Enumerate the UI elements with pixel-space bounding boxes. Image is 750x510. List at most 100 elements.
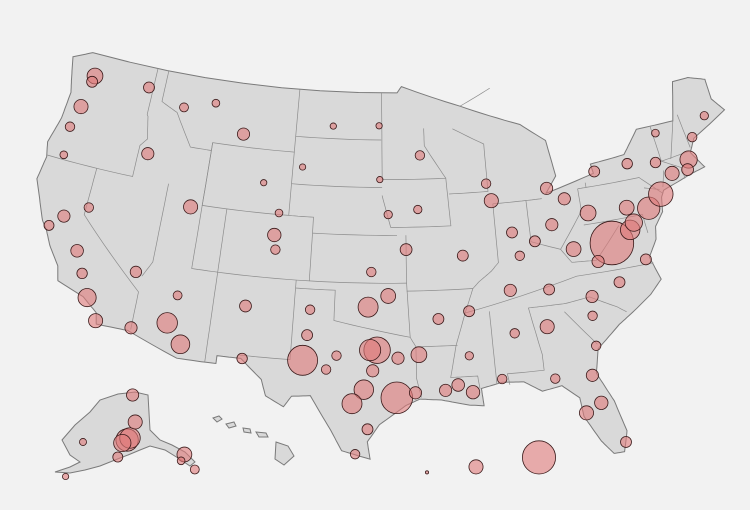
bubble [509, 328, 520, 339]
state-border [309, 280, 407, 284]
state-border [312, 232, 398, 236]
state-border [415, 344, 458, 348]
legend-bubble [468, 459, 484, 475]
bubble [376, 176, 384, 184]
bubble [170, 334, 191, 355]
state-border [564, 311, 598, 345]
bubble [539, 319, 555, 335]
bubble [664, 165, 680, 181]
bubble [267, 227, 282, 243]
bubble [70, 244, 84, 258]
bubble [176, 456, 186, 466]
state-border [295, 135, 382, 141]
bubble [359, 339, 382, 362]
state-border [528, 305, 546, 309]
base-map [36, 52, 726, 460]
bubble [651, 128, 660, 138]
hawaii [212, 415, 295, 466]
bubble [540, 181, 554, 195]
bubble [648, 181, 674, 207]
bubble [432, 313, 445, 325]
state-border [406, 288, 473, 292]
bubble [681, 163, 694, 176]
bubble [189, 464, 200, 475]
state-border [450, 203, 499, 389]
bubble [270, 244, 281, 255]
bubble [301, 329, 313, 341]
bubble [565, 241, 582, 257]
bubble [497, 373, 508, 385]
bubble [585, 289, 599, 304]
bubble [299, 163, 307, 171]
bubble [83, 202, 94, 213]
bubble [129, 265, 142, 278]
state-border [676, 114, 691, 148]
conus-outline [36, 52, 726, 460]
bubble [236, 127, 251, 141]
bubble [77, 288, 97, 308]
bubble [545, 218, 559, 232]
bubble [375, 122, 383, 130]
bubble [620, 436, 632, 448]
bubble [408, 386, 423, 400]
bubble [331, 350, 342, 361]
bubble [127, 414, 143, 430]
bubble [239, 299, 252, 313]
state-border [423, 128, 447, 179]
hawaii-island [225, 421, 237, 429]
bubble [591, 254, 605, 269]
bubble [591, 340, 602, 351]
bubble [613, 276, 626, 289]
bubble [413, 204, 423, 215]
bubble [550, 373, 561, 384]
bubble [465, 385, 481, 400]
bubble [126, 388, 140, 402]
state-border [83, 168, 139, 330]
bubble [112, 451, 124, 463]
state-border [161, 70, 212, 151]
bubble [274, 208, 284, 218]
bubble [143, 81, 155, 94]
bubble [557, 192, 571, 206]
bubble [287, 344, 319, 376]
legend-bubble [425, 470, 429, 475]
bubble [579, 204, 597, 222]
bubble [414, 150, 426, 161]
bubble [543, 283, 555, 296]
bubble [456, 249, 469, 262]
bubble [141, 147, 155, 161]
state-border [381, 92, 452, 228]
bubble [59, 150, 69, 160]
bubble [503, 283, 517, 297]
bubble [179, 102, 189, 113]
state-border [459, 87, 490, 107]
hawaii-island [242, 427, 252, 434]
bubble [410, 346, 428, 364]
state-border [506, 307, 545, 385]
bubble [380, 381, 414, 415]
state-border [465, 262, 654, 314]
bubble [341, 393, 363, 415]
bubble [320, 364, 332, 375]
bubbles [43, 67, 709, 481]
bubble [588, 165, 601, 178]
hawaii-island [274, 441, 295, 466]
bubble [172, 290, 183, 301]
bubble [349, 449, 361, 460]
state-border [141, 183, 169, 277]
bubble [211, 98, 221, 108]
bubble [506, 226, 518, 239]
bubble [594, 395, 609, 410]
hawaii-island [255, 431, 269, 438]
bubble [76, 267, 88, 280]
bubble [439, 383, 453, 397]
bubble [587, 310, 598, 321]
bubble [514, 250, 525, 261]
bubble [699, 111, 709, 121]
bubble [64, 121, 76, 132]
bubble [380, 288, 397, 304]
bubble [236, 352, 248, 365]
bubble [366, 266, 377, 278]
